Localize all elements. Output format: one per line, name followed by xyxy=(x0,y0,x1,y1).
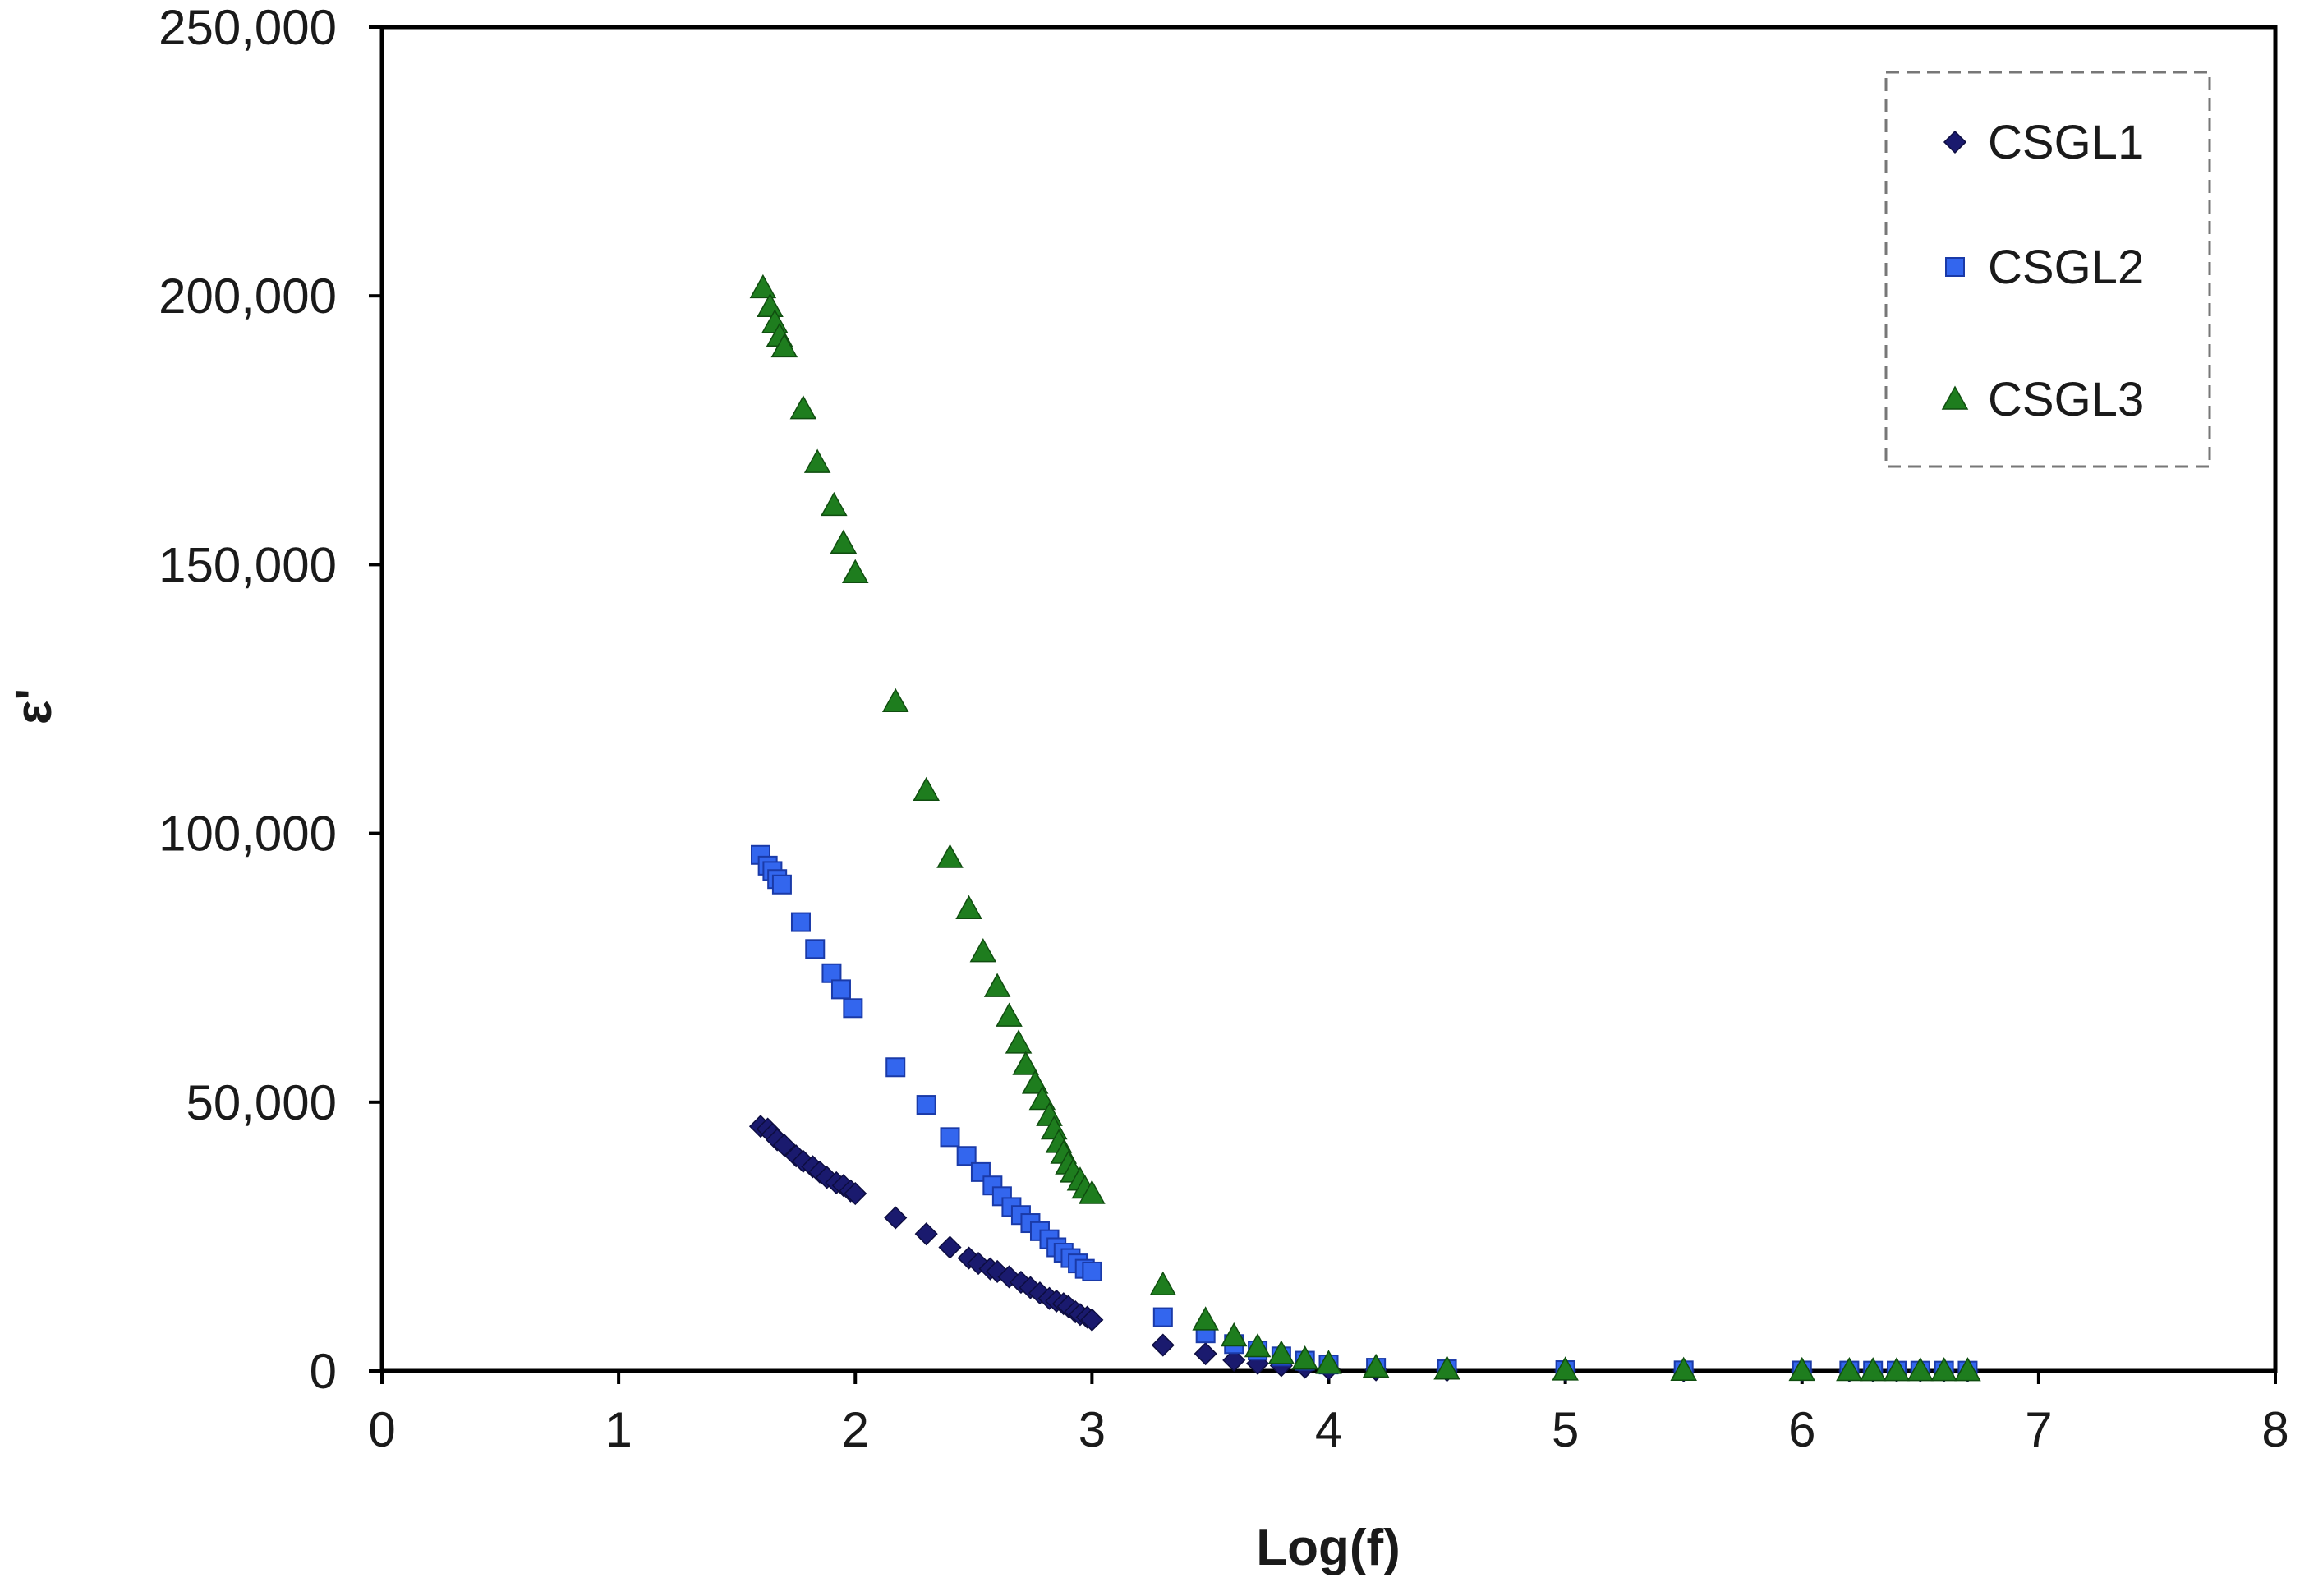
data-point xyxy=(886,1057,906,1078)
data-point xyxy=(1192,1306,1219,1331)
x-tick-label: 3 xyxy=(1079,1402,1106,1457)
data-point xyxy=(955,895,982,919)
data-point xyxy=(881,688,909,713)
data-point xyxy=(956,1146,977,1166)
data-point xyxy=(983,973,1011,997)
data-point xyxy=(1291,1345,1318,1370)
series-csgl3 xyxy=(749,274,1981,1382)
x-tick-label: 0 xyxy=(368,1402,395,1457)
data-point xyxy=(1079,1180,1106,1204)
x-tick-label: 1 xyxy=(605,1402,632,1457)
x-tick-label: 4 xyxy=(1315,1402,1342,1457)
data-point xyxy=(1194,1341,1217,1366)
legend-marker-csgl3 xyxy=(1941,385,1969,410)
legend-label-csgl1: CSGL1 xyxy=(1988,116,2144,169)
data-point xyxy=(1315,1350,1342,1374)
data-point xyxy=(1836,1356,1863,1382)
data-point xyxy=(913,776,940,801)
data-point xyxy=(1433,1355,1460,1380)
data-point xyxy=(772,1134,796,1157)
data-points xyxy=(748,274,1981,1382)
data-point xyxy=(789,395,817,420)
data-point xyxy=(884,1206,908,1230)
data-point xyxy=(757,292,784,318)
data-point xyxy=(1151,1333,1175,1357)
data-point xyxy=(996,1002,1023,1027)
data-point xyxy=(1362,1353,1390,1378)
data-point xyxy=(1082,1261,1102,1281)
data-point xyxy=(830,979,851,1000)
y-tick-label: 50,000 xyxy=(186,1075,337,1130)
legend-marker-csgl2 xyxy=(1945,257,1965,277)
legend-marker-csgl1 xyxy=(1943,130,1967,154)
data-point xyxy=(1152,1307,1173,1327)
x-tick-label: 5 xyxy=(1552,1402,1579,1457)
legend: CSGL1 CSGL2 CSGL3 xyxy=(1884,71,2211,468)
x-tick-label: 7 xyxy=(2025,1402,2052,1457)
data-point xyxy=(938,1235,962,1259)
data-point xyxy=(844,1181,867,1206)
x-tick-label: 6 xyxy=(1788,1402,1815,1457)
data-point xyxy=(1267,1340,1295,1364)
data-point xyxy=(1883,1357,1911,1382)
data-point xyxy=(1859,1357,1887,1382)
y-tick-label: 100,000 xyxy=(159,807,337,862)
data-point xyxy=(830,529,858,554)
data-point xyxy=(940,1127,960,1148)
data-point xyxy=(916,1095,936,1115)
data-point xyxy=(790,912,811,932)
data-point xyxy=(821,491,848,517)
x-tick-label: 8 xyxy=(2261,1402,2288,1457)
data-point xyxy=(805,939,826,959)
data-point xyxy=(1788,1356,1816,1382)
y-axis-title: ε' xyxy=(6,688,62,724)
data-point xyxy=(1080,1308,1104,1332)
data-point xyxy=(1670,1356,1697,1381)
y-axis: 0 50,000 100,000 150,000 200,000 250,000 xyxy=(159,0,382,1399)
x-tick-label: 2 xyxy=(842,1402,869,1457)
data-point xyxy=(1552,1356,1579,1381)
data-point xyxy=(1005,1029,1033,1054)
y-tick-label: 200,000 xyxy=(159,269,337,324)
x-axis-title: Log(f) xyxy=(1256,1520,1401,1576)
data-point xyxy=(1220,1322,1248,1347)
data-point xyxy=(1222,1348,1246,1372)
data-point xyxy=(1907,1357,1934,1382)
data-point xyxy=(771,874,792,895)
data-point xyxy=(841,559,869,583)
y-tick-label: 250,000 xyxy=(159,0,337,55)
data-point xyxy=(914,1222,938,1246)
data-point xyxy=(969,938,997,963)
data-point xyxy=(749,274,777,299)
data-point xyxy=(1954,1357,1981,1382)
data-point xyxy=(803,448,831,473)
data-point xyxy=(1930,1357,1957,1382)
y-tick-label: 0 xyxy=(310,1344,337,1399)
data-point xyxy=(770,333,798,358)
x-axis: 0 1 2 3 4 5 6 7 8 xyxy=(368,1371,2289,1457)
y-tick-label: 150,000 xyxy=(159,537,337,592)
data-point xyxy=(843,998,863,1019)
data-point xyxy=(1012,1051,1039,1075)
legend-label-csgl2: CSGL2 xyxy=(1988,241,2144,294)
legend-label-csgl3: CSGL3 xyxy=(1988,373,2144,426)
data-point xyxy=(1149,1271,1177,1296)
legend-box xyxy=(1884,71,2211,468)
data-point xyxy=(936,844,964,868)
data-point xyxy=(1244,1333,1272,1358)
